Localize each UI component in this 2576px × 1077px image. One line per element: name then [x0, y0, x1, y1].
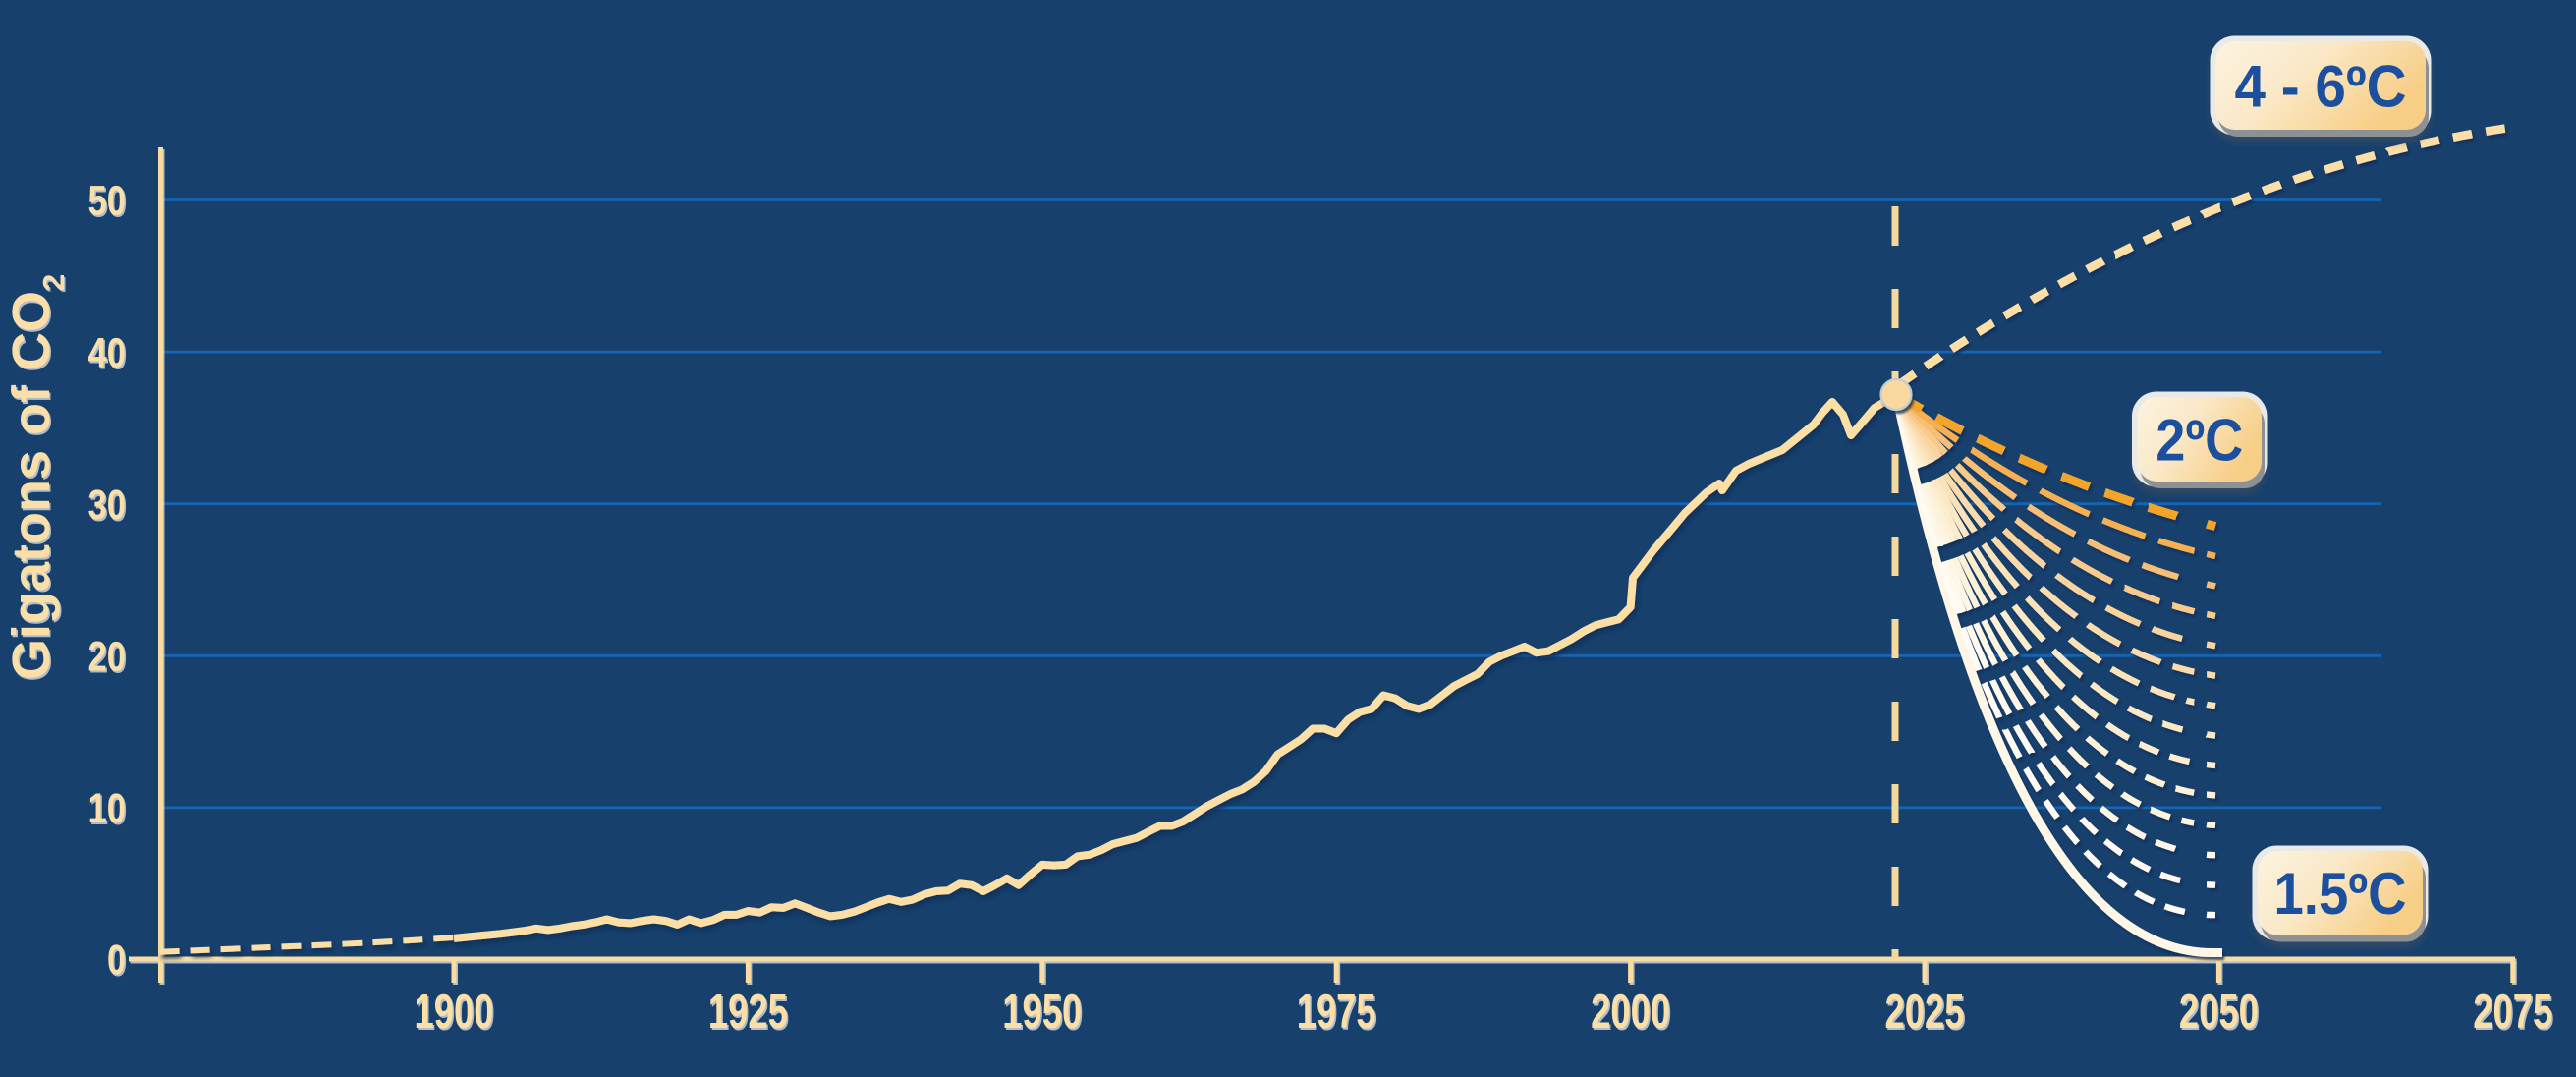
svg-text:50: 50: [88, 179, 127, 225]
svg-text:2000: 2000: [1591, 986, 1670, 1039]
svg-text:40: 40: [88, 330, 127, 376]
svg-text:2ºC: 2ºC: [2156, 408, 2243, 474]
svg-text:1975: 1975: [1297, 986, 1376, 1039]
svg-text:1925: 1925: [708, 986, 788, 1039]
svg-text:10: 10: [88, 786, 127, 832]
svg-text:1950: 1950: [1002, 986, 1082, 1039]
svg-text:2075: 2075: [2473, 986, 2552, 1039]
svg-text:2025: 2025: [1885, 986, 1965, 1039]
svg-text:4 - 6ºC: 4 - 6ºC: [2235, 54, 2407, 120]
svg-text:0: 0: [107, 937, 126, 984]
svg-text:1.5ºC: 1.5ºC: [2274, 861, 2407, 927]
svg-text:Gigatons of CO2: Gigatons of CO2: [2, 274, 71, 680]
svg-text:30: 30: [88, 482, 127, 529]
svg-text:20: 20: [88, 635, 127, 681]
svg-text:2050: 2050: [2179, 986, 2259, 1039]
svg-text:1900: 1900: [415, 986, 494, 1039]
